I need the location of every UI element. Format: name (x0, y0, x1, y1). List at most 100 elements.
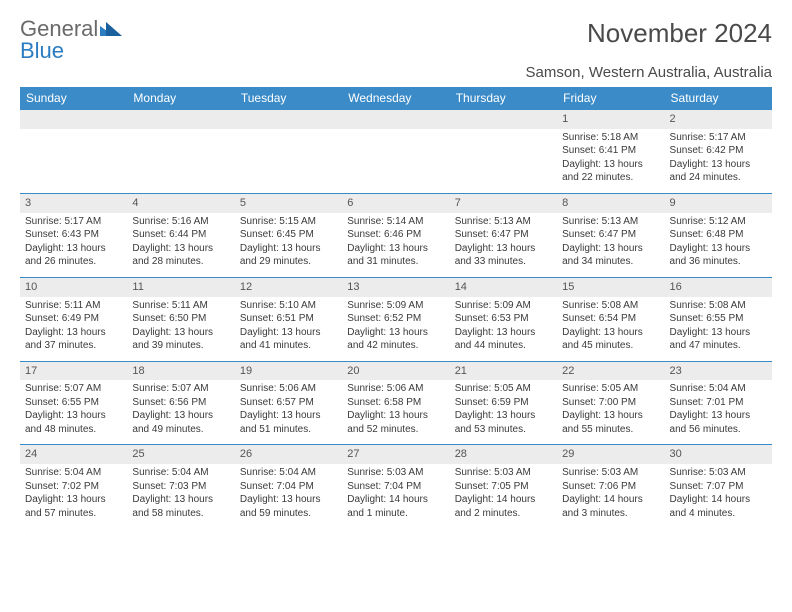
day-number: 26 (235, 445, 342, 464)
daylight-text: Daylight: 13 hours and 34 minutes. (562, 242, 659, 269)
calendar-body: 1Sunrise: 5:18 AMSunset: 6:41 PMDaylight… (20, 110, 772, 529)
daylight-text: Daylight: 13 hours and 28 minutes. (132, 242, 229, 269)
day-details: Sunrise: 5:04 AMSunset: 7:01 PMDaylight:… (665, 380, 772, 444)
day-details (127, 129, 234, 193)
sunset-text: Sunset: 7:05 PM (455, 480, 552, 494)
daylight-text: Daylight: 13 hours and 44 minutes. (455, 326, 552, 353)
day-header-row: SundayMondayTuesdayWednesdayThursdayFrid… (20, 87, 772, 110)
calendar-day-cell: 11Sunrise: 5:11 AMSunset: 6:50 PMDayligh… (127, 277, 234, 361)
calendar-day-cell: 4Sunrise: 5:16 AMSunset: 6:44 PMDaylight… (127, 193, 234, 277)
day-details: Sunrise: 5:03 AMSunset: 7:05 PMDaylight:… (450, 464, 557, 528)
daylight-text: Daylight: 13 hours and 24 minutes. (670, 158, 767, 185)
logo-shape-icon (100, 18, 122, 40)
day-details: Sunrise: 5:11 AMSunset: 6:49 PMDaylight:… (20, 297, 127, 361)
day-details: Sunrise: 5:17 AMSunset: 6:43 PMDaylight:… (20, 213, 127, 277)
day-header: Friday (557, 87, 664, 110)
day-details: Sunrise: 5:09 AMSunset: 6:52 PMDaylight:… (342, 297, 449, 361)
sunset-text: Sunset: 6:41 PM (562, 144, 659, 158)
calendar-week-row: 3Sunrise: 5:17 AMSunset: 6:43 PMDaylight… (20, 193, 772, 277)
daylight-text: Daylight: 13 hours and 41 minutes. (240, 326, 337, 353)
daylight-text: Daylight: 13 hours and 45 minutes. (562, 326, 659, 353)
day-number: 6 (342, 194, 449, 213)
daylight-text: Daylight: 13 hours and 48 minutes. (25, 409, 122, 436)
daylight-text: Daylight: 13 hours and 42 minutes. (347, 326, 444, 353)
calendar-day-cell: 20Sunrise: 5:06 AMSunset: 6:58 PMDayligh… (342, 361, 449, 445)
sunset-text: Sunset: 6:55 PM (670, 312, 767, 326)
sunset-text: Sunset: 7:07 PM (670, 480, 767, 494)
day-number: 20 (342, 362, 449, 381)
day-details: Sunrise: 5:06 AMSunset: 6:57 PMDaylight:… (235, 380, 342, 444)
day-number: 7 (450, 194, 557, 213)
day-number: 2 (665, 110, 772, 129)
day-details (20, 129, 127, 193)
calendar-week-row: 17Sunrise: 5:07 AMSunset: 6:55 PMDayligh… (20, 361, 772, 445)
day-number: 27 (342, 445, 449, 464)
day-details: Sunrise: 5:10 AMSunset: 6:51 PMDaylight:… (235, 297, 342, 361)
sunset-text: Sunset: 7:01 PM (670, 396, 767, 410)
page-subtitle: Samson, Western Australia, Australia (20, 64, 772, 81)
day-number: 29 (557, 445, 664, 464)
day-header: Thursday (450, 87, 557, 110)
day-details: Sunrise: 5:05 AMSunset: 7:00 PMDaylight:… (557, 380, 664, 444)
day-number: 28 (450, 445, 557, 464)
daylight-text: Daylight: 13 hours and 49 minutes. (132, 409, 229, 436)
daylight-text: Daylight: 13 hours and 37 minutes. (25, 326, 122, 353)
calendar-day-cell: 27Sunrise: 5:03 AMSunset: 7:04 PMDayligh… (342, 445, 449, 528)
sunrise-text: Sunrise: 5:18 AM (562, 131, 659, 145)
sunrise-text: Sunrise: 5:03 AM (455, 466, 552, 480)
day-details: Sunrise: 5:08 AMSunset: 6:55 PMDaylight:… (665, 297, 772, 361)
day-details: Sunrise: 5:04 AMSunset: 7:04 PMDaylight:… (235, 464, 342, 528)
sunset-text: Sunset: 6:51 PM (240, 312, 337, 326)
calendar-day-cell (235, 110, 342, 194)
sunset-text: Sunset: 7:04 PM (347, 480, 444, 494)
day-header: Monday (127, 87, 234, 110)
day-details: Sunrise: 5:13 AMSunset: 6:47 PMDaylight:… (557, 213, 664, 277)
day-details: Sunrise: 5:05 AMSunset: 6:59 PMDaylight:… (450, 380, 557, 444)
calendar-day-cell: 19Sunrise: 5:06 AMSunset: 6:57 PMDayligh… (235, 361, 342, 445)
day-details: Sunrise: 5:04 AMSunset: 7:02 PMDaylight:… (20, 464, 127, 528)
sunset-text: Sunset: 6:55 PM (25, 396, 122, 410)
calendar-day-cell: 15Sunrise: 5:08 AMSunset: 6:54 PMDayligh… (557, 277, 664, 361)
sunset-text: Sunset: 6:49 PM (25, 312, 122, 326)
day-number: 24 (20, 445, 127, 464)
calendar-day-cell: 24Sunrise: 5:04 AMSunset: 7:02 PMDayligh… (20, 445, 127, 528)
sunset-text: Sunset: 6:54 PM (562, 312, 659, 326)
day-number (20, 110, 127, 129)
calendar-day-cell: 12Sunrise: 5:10 AMSunset: 6:51 PMDayligh… (235, 277, 342, 361)
day-header: Tuesday (235, 87, 342, 110)
sunrise-text: Sunrise: 5:13 AM (455, 215, 552, 229)
sunrise-text: Sunrise: 5:03 AM (670, 466, 767, 480)
sunset-text: Sunset: 6:46 PM (347, 228, 444, 242)
daylight-text: Daylight: 13 hours and 57 minutes. (25, 493, 122, 520)
sunrise-text: Sunrise: 5:11 AM (132, 299, 229, 313)
calendar-day-cell: 28Sunrise: 5:03 AMSunset: 7:05 PMDayligh… (450, 445, 557, 528)
sunrise-text: Sunrise: 5:16 AM (132, 215, 229, 229)
daylight-text: Daylight: 14 hours and 4 minutes. (670, 493, 767, 520)
sunrise-text: Sunrise: 5:04 AM (132, 466, 229, 480)
sunrise-text: Sunrise: 5:04 AM (25, 466, 122, 480)
sunset-text: Sunset: 7:03 PM (132, 480, 229, 494)
logo-text: General Blue (20, 18, 123, 62)
sunset-text: Sunset: 7:00 PM (562, 396, 659, 410)
day-number (127, 110, 234, 129)
sunrise-text: Sunrise: 5:07 AM (25, 382, 122, 396)
calendar-day-cell: 23Sunrise: 5:04 AMSunset: 7:01 PMDayligh… (665, 361, 772, 445)
day-number: 25 (127, 445, 234, 464)
sunrise-text: Sunrise: 5:09 AM (347, 299, 444, 313)
daylight-text: Daylight: 13 hours and 31 minutes. (347, 242, 444, 269)
day-details: Sunrise: 5:06 AMSunset: 6:58 PMDaylight:… (342, 380, 449, 444)
sunrise-text: Sunrise: 5:04 AM (240, 466, 337, 480)
sunrise-text: Sunrise: 5:06 AM (240, 382, 337, 396)
daylight-text: Daylight: 13 hours and 39 minutes. (132, 326, 229, 353)
day-details (450, 129, 557, 193)
sunrise-text: Sunrise: 5:13 AM (562, 215, 659, 229)
sunset-text: Sunset: 6:50 PM (132, 312, 229, 326)
sunrise-text: Sunrise: 5:05 AM (562, 382, 659, 396)
daylight-text: Daylight: 13 hours and 51 minutes. (240, 409, 337, 436)
day-number: 18 (127, 362, 234, 381)
day-number: 16 (665, 278, 772, 297)
daylight-text: Daylight: 13 hours and 59 minutes. (240, 493, 337, 520)
calendar-day-cell: 9Sunrise: 5:12 AMSunset: 6:48 PMDaylight… (665, 193, 772, 277)
calendar-day-cell (127, 110, 234, 194)
sunset-text: Sunset: 6:57 PM (240, 396, 337, 410)
